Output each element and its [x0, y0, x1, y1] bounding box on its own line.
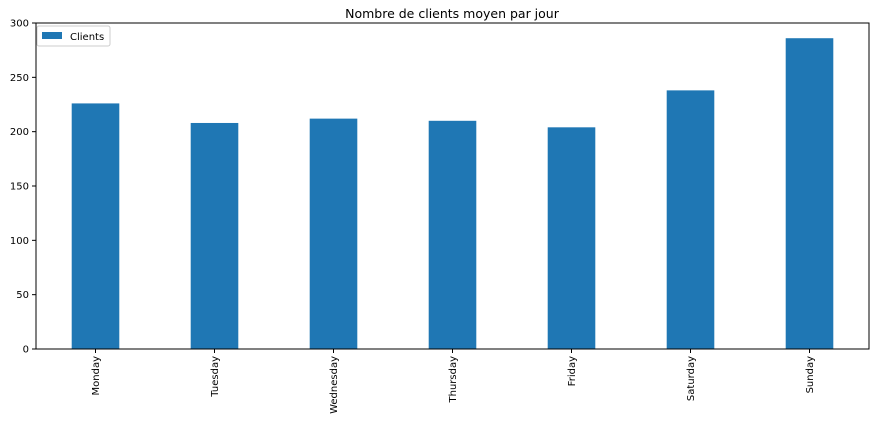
legend-box	[36, 25, 111, 47]
x-tick-label-saturday: Saturday	[686, 356, 697, 401]
y-tick-label-0: 0	[23, 345, 29, 356]
y-axis: 0 50 100 150 200 250 300	[10, 19, 36, 356]
y-tick-label-150: 150	[10, 182, 29, 193]
bar-monday	[71, 103, 120, 349]
x-tick-label-thursday: Thursday	[448, 356, 459, 404]
bar-thursday	[428, 120, 477, 349]
x-tick-label-tuesday: Tuesday	[210, 356, 221, 398]
x-tick-label-monday: Monday	[91, 356, 102, 396]
bar-sunday	[785, 38, 834, 350]
legend-label-clients: Clients	[70, 32, 104, 43]
y-tick-label-250: 250	[10, 73, 29, 84]
x-tick-label-wednesday: Wednesday	[329, 356, 340, 414]
bar-tuesday	[190, 122, 239, 350]
bar-wednesday	[309, 118, 358, 349]
x-axis: Monday Tuesday Wednesday Thursday Friday Satu…	[91, 349, 816, 414]
chart-title: Nombre de clients moyen par jour	[345, 6, 560, 21]
bar-saturday	[666, 90, 715, 349]
y-tick-label-50: 50	[16, 290, 29, 301]
x-tick-label-sunday: Sunday	[805, 356, 816, 393]
y-tick-label-100: 100	[10, 236, 29, 247]
x-tick-label-friday: Friday	[567, 356, 578, 386]
y-tick-label-200: 200	[10, 127, 29, 138]
bar-friday	[547, 127, 596, 349]
y-tick-label-300: 300	[10, 19, 29, 30]
legend-swatch-clients	[42, 32, 62, 39]
bars-group	[71, 38, 834, 350]
legend: Clients	[36, 25, 111, 47]
plot-frame	[35, 22, 870, 350]
